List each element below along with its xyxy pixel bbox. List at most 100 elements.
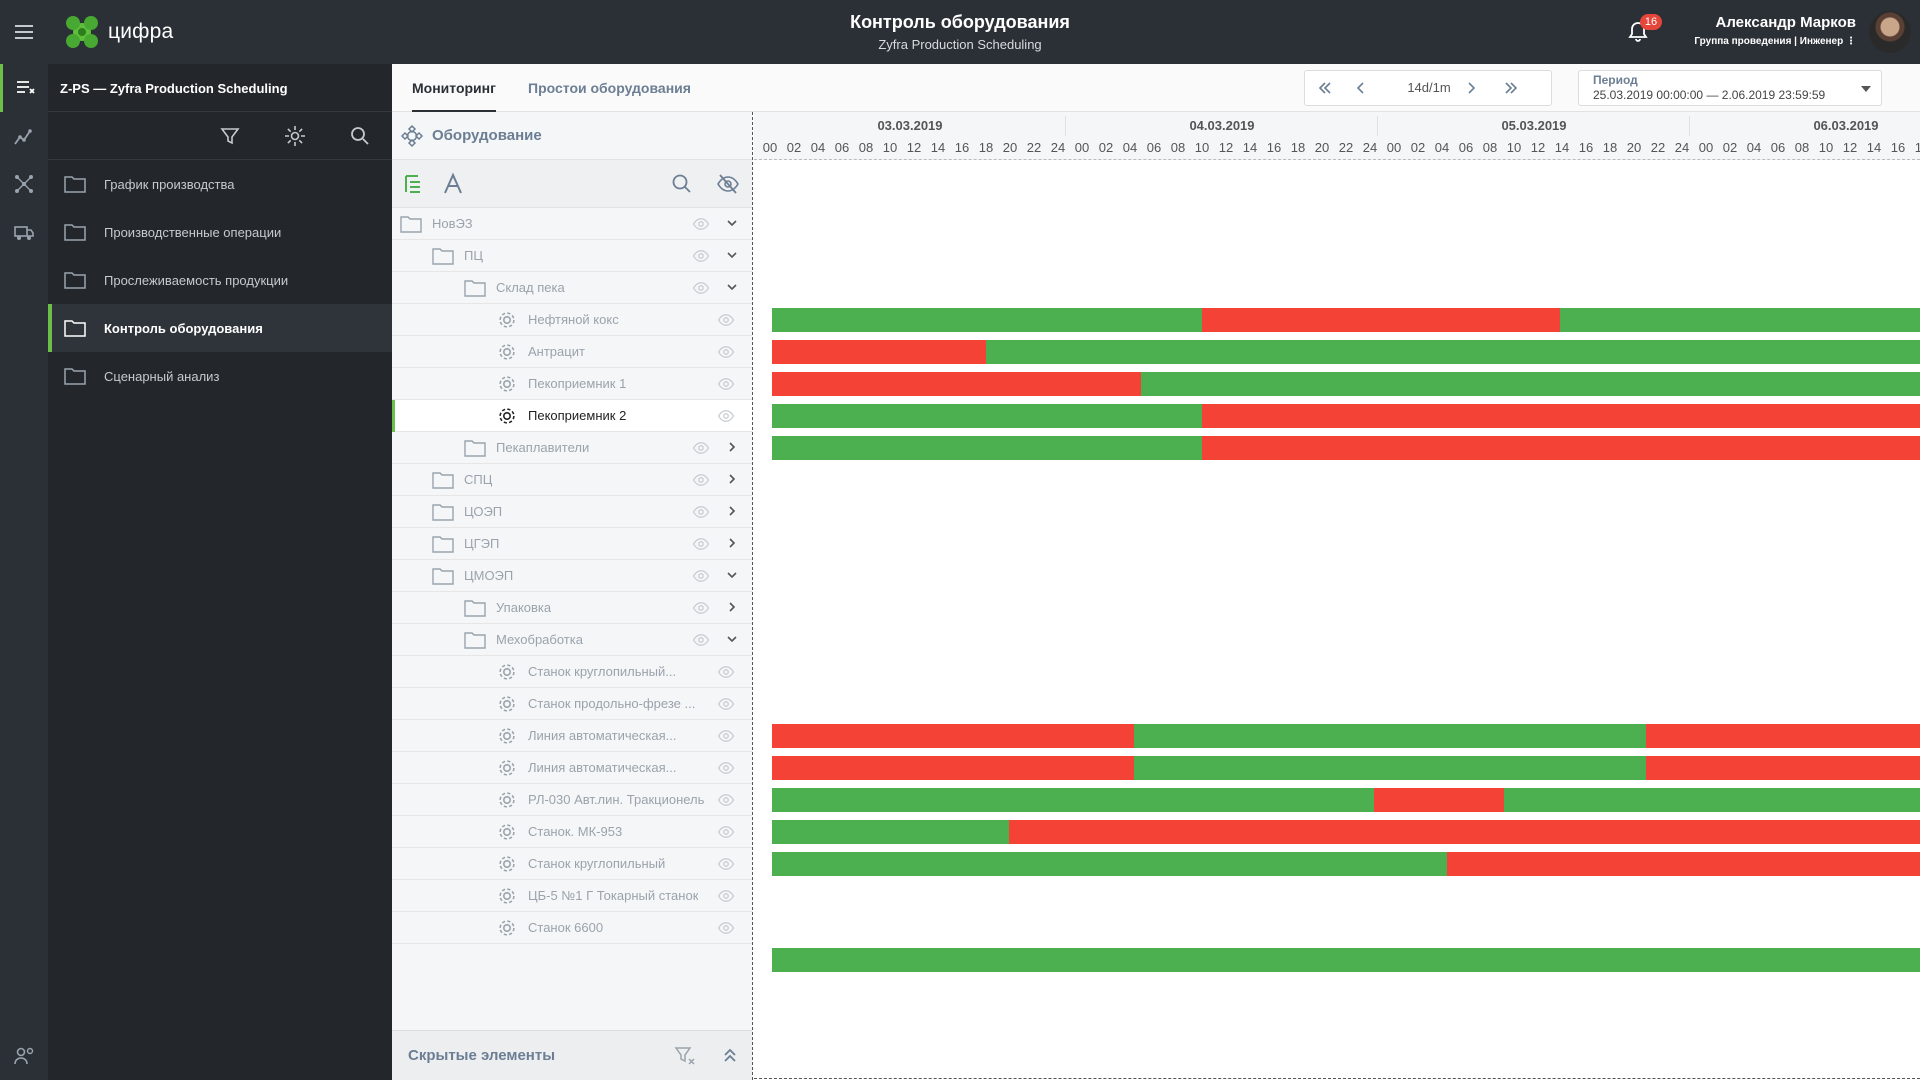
- eye-icon[interactable]: [717, 759, 735, 777]
- chevron-right-icon[interactable]: [725, 504, 739, 518]
- eye-icon[interactable]: [692, 215, 710, 233]
- eye-icon[interactable]: [717, 855, 735, 873]
- tree-equipment-row[interactable]: Станок продольно-фрезе ...: [392, 688, 752, 720]
- previous-icon[interactable]: [1343, 71, 1379, 105]
- eye-icon[interactable]: [717, 887, 735, 905]
- eye-icon[interactable]: [692, 247, 710, 265]
- period-select[interactable]: Период 25.03.2019 00:00:00 — 2.06.2019 2…: [1578, 70, 1882, 106]
- eye-off-icon[interactable]: [716, 172, 740, 196]
- tree-equipment-row[interactable]: Антрацит: [392, 336, 752, 368]
- eye-icon[interactable]: [717, 919, 735, 937]
- status-bar-idle[interactable]: [772, 372, 1141, 396]
- status-bar-idle[interactable]: [772, 724, 1134, 748]
- tree-folder-row[interactable]: ЦМОЭП: [392, 560, 752, 592]
- sidebar-item[interactable]: Контроль оборудования: [48, 304, 392, 352]
- status-bar-working[interactable]: [1560, 308, 1920, 332]
- tree-equipment-row[interactable]: РЛ-030 Авт.лин. Тракционель: [392, 784, 752, 816]
- eye-icon[interactable]: [717, 407, 735, 425]
- eye-icon[interactable]: [717, 823, 735, 841]
- tree-equipment-row[interactable]: Станок круглопильный...: [392, 656, 752, 688]
- chevron-down-icon[interactable]: [725, 248, 739, 262]
- status-bar-idle[interactable]: [772, 756, 1134, 780]
- analytics-module-icon[interactable]: [0, 112, 48, 160]
- tree-equipment-row[interactable]: Пекоприемник 1: [392, 368, 752, 400]
- tree-equipment-row[interactable]: ЦБ-5 №1 Г Токарный станок: [392, 880, 752, 912]
- gear-icon[interactable]: [283, 124, 307, 148]
- status-bar-idle[interactable]: [1202, 404, 1920, 428]
- eye-icon[interactable]: [717, 663, 735, 681]
- tree-equipment-row[interactable]: Нефтяной кокс: [392, 304, 752, 336]
- eye-icon[interactable]: [717, 695, 735, 713]
- status-bar-working[interactable]: [772, 308, 1202, 332]
- chevron-right-icon[interactable]: [725, 472, 739, 486]
- status-bar-idle[interactable]: [1447, 852, 1920, 876]
- tree-equipment-row[interactable]: Пекоприемник 2: [392, 400, 752, 432]
- chevron-down-icon[interactable]: [725, 280, 739, 294]
- status-bar-idle[interactable]: [1202, 436, 1920, 460]
- next-icon[interactable]: [1453, 71, 1489, 105]
- sidebar-item[interactable]: Прослеживаемость продукции: [48, 256, 392, 304]
- eye-icon[interactable]: [692, 599, 710, 617]
- status-bar-working[interactable]: [772, 820, 1009, 844]
- status-bar-idle[interactable]: [772, 340, 986, 364]
- status-bar-working[interactable]: [1134, 756, 1646, 780]
- chevron-right-icon[interactable]: [725, 600, 739, 614]
- tree-equipment-row[interactable]: Станок 6600: [392, 912, 752, 944]
- status-bar-idle[interactable]: [1646, 724, 1920, 748]
- timeline-scale[interactable]: 14d/1m: [1407, 80, 1451, 95]
- tree-folder-row[interactable]: ЦОЭП: [392, 496, 752, 528]
- eye-icon[interactable]: [717, 375, 735, 393]
- eye-icon[interactable]: [692, 535, 710, 553]
- tree-view-icon[interactable]: [402, 172, 424, 196]
- first-page-icon[interactable]: [1307, 71, 1343, 105]
- transport-module-icon[interactable]: [0, 208, 48, 256]
- filter-icon[interactable]: [218, 124, 242, 148]
- eye-icon[interactable]: [692, 503, 710, 521]
- status-bar-idle[interactable]: [1009, 820, 1920, 844]
- status-bar-working[interactable]: [1504, 788, 1920, 812]
- users-settings-icon[interactable]: [0, 1032, 48, 1080]
- status-bar-idle[interactable]: [1374, 788, 1504, 812]
- network-module-icon[interactable]: [0, 160, 48, 208]
- status-bar-working[interactable]: [772, 404, 1202, 428]
- tab-equipment-downtime[interactable]: Простои оборудования: [528, 80, 691, 96]
- tree-folder-row[interactable]: Склад пека: [392, 272, 752, 304]
- eye-icon[interactable]: [717, 791, 735, 809]
- menu-icon[interactable]: [10, 18, 38, 46]
- user-menu-icon[interactable]: ⋮: [1846, 36, 1856, 47]
- clear-filter-icon[interactable]: [674, 1045, 696, 1067]
- eye-icon[interactable]: [692, 567, 710, 585]
- tree-folder-row[interactable]: ЦГЭП: [392, 528, 752, 560]
- alphabetical-sort-icon[interactable]: [442, 172, 464, 196]
- sidebar-item[interactable]: График производства: [48, 160, 392, 208]
- tree-folder-row[interactable]: Упаковка: [392, 592, 752, 624]
- tree-folder-row[interactable]: Пекаплавители: [392, 432, 752, 464]
- eye-icon[interactable]: [717, 311, 735, 329]
- chevron-down-icon[interactable]: [725, 632, 739, 646]
- tree-equipment-row[interactable]: Станок. МК-953: [392, 816, 752, 848]
- status-bar-working[interactable]: [1141, 372, 1920, 396]
- chevron-right-icon[interactable]: [725, 440, 739, 454]
- status-bar-working[interactable]: [1134, 724, 1646, 748]
- eye-icon[interactable]: [717, 727, 735, 745]
- tab-monitoring[interactable]: Мониторинг: [412, 64, 496, 112]
- status-bar-working[interactable]: [772, 948, 1920, 972]
- tree-equipment-row[interactable]: Линия автоматическая...: [392, 720, 752, 752]
- tree-folder-row[interactable]: Мехобработка: [392, 624, 752, 656]
- eye-icon[interactable]: [692, 631, 710, 649]
- status-bar-working[interactable]: [772, 788, 1374, 812]
- tree-equipment-row[interactable]: Линия автоматическая...: [392, 752, 752, 784]
- scheduling-module-icon[interactable]: [0, 64, 48, 112]
- status-bar-idle[interactable]: [1202, 308, 1560, 332]
- logo[interactable]: цифра: [62, 12, 173, 52]
- eye-icon[interactable]: [717, 343, 735, 361]
- status-bar-working[interactable]: [772, 436, 1202, 460]
- eye-icon[interactable]: [692, 279, 710, 297]
- user-info[interactable]: Александр Марков Группа проведения | Инж…: [1694, 14, 1856, 47]
- avatar[interactable]: [1869, 11, 1911, 53]
- chevron-double-up-icon[interactable]: [722, 1045, 738, 1065]
- status-bar-working[interactable]: [772, 852, 1447, 876]
- status-bar-idle[interactable]: [1646, 756, 1920, 780]
- tree-folder-row[interactable]: СПЦ: [392, 464, 752, 496]
- tree-folder-row[interactable]: НовЭЗ: [392, 208, 752, 240]
